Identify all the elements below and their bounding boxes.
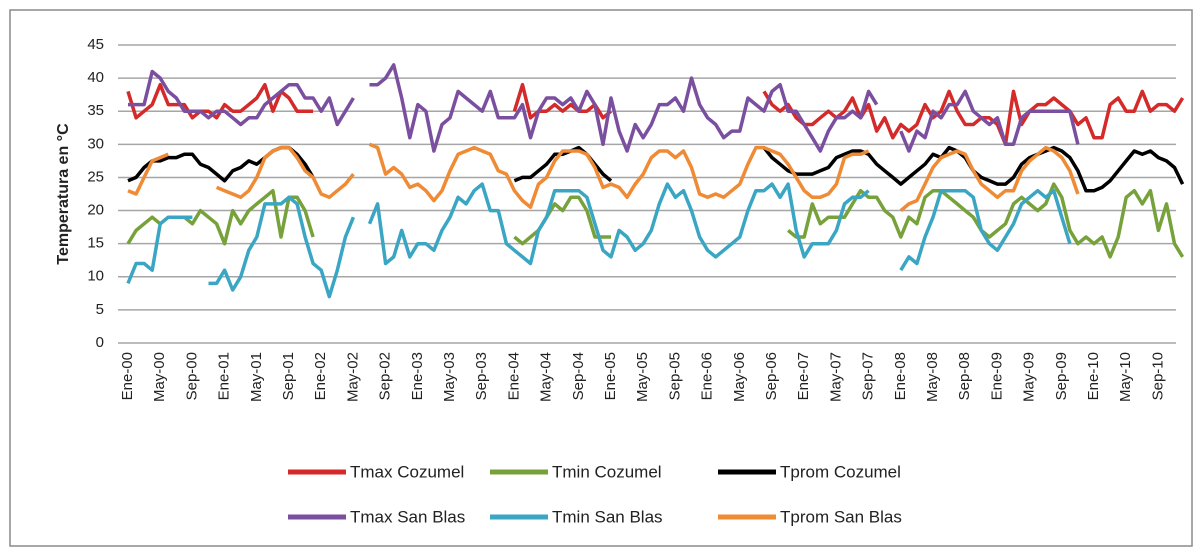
series-line bbox=[513, 195, 611, 246]
y-tick-label: 45 bbox=[87, 36, 104, 53]
y-tick-label: 30 bbox=[87, 135, 104, 152]
x-tick-label: Sep-06 bbox=[763, 352, 780, 400]
x-tick-label: May-02 bbox=[344, 352, 361, 402]
series-line bbox=[899, 188, 1072, 272]
legend-label: Tmin Cozumel bbox=[552, 462, 662, 481]
x-tick-label: May-04 bbox=[538, 352, 555, 402]
legend-label: Tprom San Blas bbox=[780, 507, 902, 526]
x-tick-label: Sep-04 bbox=[570, 352, 587, 400]
series-line bbox=[367, 182, 870, 266]
series-line bbox=[368, 142, 870, 209]
x-tick-label: Sep-09 bbox=[1053, 352, 1070, 400]
y-tick-label: 25 bbox=[87, 168, 104, 185]
x-tick-label: Sep-00 bbox=[183, 352, 200, 400]
legend-label: Tprom Cozumel bbox=[780, 462, 901, 481]
x-tick-label: Sep-02 bbox=[377, 352, 394, 400]
x-tick-label: Ene-10 bbox=[1085, 352, 1102, 400]
y-tick-label: 0 bbox=[96, 334, 104, 351]
series-line bbox=[128, 69, 355, 127]
y-tick-label: 20 bbox=[87, 202, 104, 219]
x-tick-label: May-01 bbox=[248, 352, 265, 402]
x-tick-label: May-06 bbox=[731, 352, 748, 402]
x-tick-label: Ene-00 bbox=[119, 352, 136, 400]
x-tick-label: Ene-09 bbox=[988, 352, 1005, 400]
x-tick-label: Sep-07 bbox=[860, 352, 877, 400]
y-tick-label: 5 bbox=[96, 301, 104, 318]
x-tick-label: May-07 bbox=[827, 352, 844, 402]
series-line bbox=[208, 195, 356, 299]
series-line bbox=[369, 63, 879, 153]
x-tick-label: Ene-01 bbox=[216, 352, 233, 400]
series-line bbox=[127, 152, 169, 196]
series-line bbox=[899, 89, 1080, 153]
y-tick-label: 15 bbox=[87, 235, 104, 252]
x-tick-label: Sep-05 bbox=[666, 352, 683, 400]
x-tick-label: May-00 bbox=[151, 352, 168, 402]
series-line bbox=[215, 145, 355, 200]
x-tick-label: Ene-07 bbox=[795, 352, 812, 400]
x-tick-label: Sep-01 bbox=[280, 352, 297, 400]
x-tick-label: Ene-06 bbox=[699, 352, 716, 400]
series-line bbox=[762, 89, 1185, 147]
x-tick-label: May-05 bbox=[634, 352, 651, 402]
x-tick-label: Ene-05 bbox=[602, 352, 619, 400]
series-line bbox=[899, 145, 1080, 212]
x-tick-label: Sep-10 bbox=[1149, 352, 1166, 400]
legend-label: Tmin San Blas bbox=[552, 507, 663, 526]
x-tick-label: Ene-03 bbox=[409, 352, 426, 400]
x-tick-label: Ene-04 bbox=[505, 352, 522, 400]
y-tick-label: 35 bbox=[87, 102, 104, 119]
x-tick-label: Ene-02 bbox=[312, 352, 329, 400]
legend-label: Tmax San Blas bbox=[350, 507, 465, 526]
y-tick-label: 40 bbox=[87, 69, 104, 86]
x-tick-label: May-08 bbox=[924, 352, 941, 402]
x-tick-label: Sep-08 bbox=[956, 352, 973, 400]
y-axis-label: Temperatura en °C bbox=[55, 123, 72, 265]
legend-label: Tmax Cozumel bbox=[350, 462, 464, 481]
x-tick-label: May-03 bbox=[441, 352, 458, 402]
x-tick-label: Ene-08 bbox=[892, 352, 909, 400]
x-tick-label: May-10 bbox=[1117, 352, 1134, 402]
y-tick-label: 10 bbox=[87, 268, 104, 285]
series-line bbox=[126, 215, 193, 285]
x-tick-label: Sep-03 bbox=[473, 352, 490, 400]
x-tick-label: May-09 bbox=[1021, 352, 1038, 402]
chart-frame bbox=[9, 9, 1193, 547]
